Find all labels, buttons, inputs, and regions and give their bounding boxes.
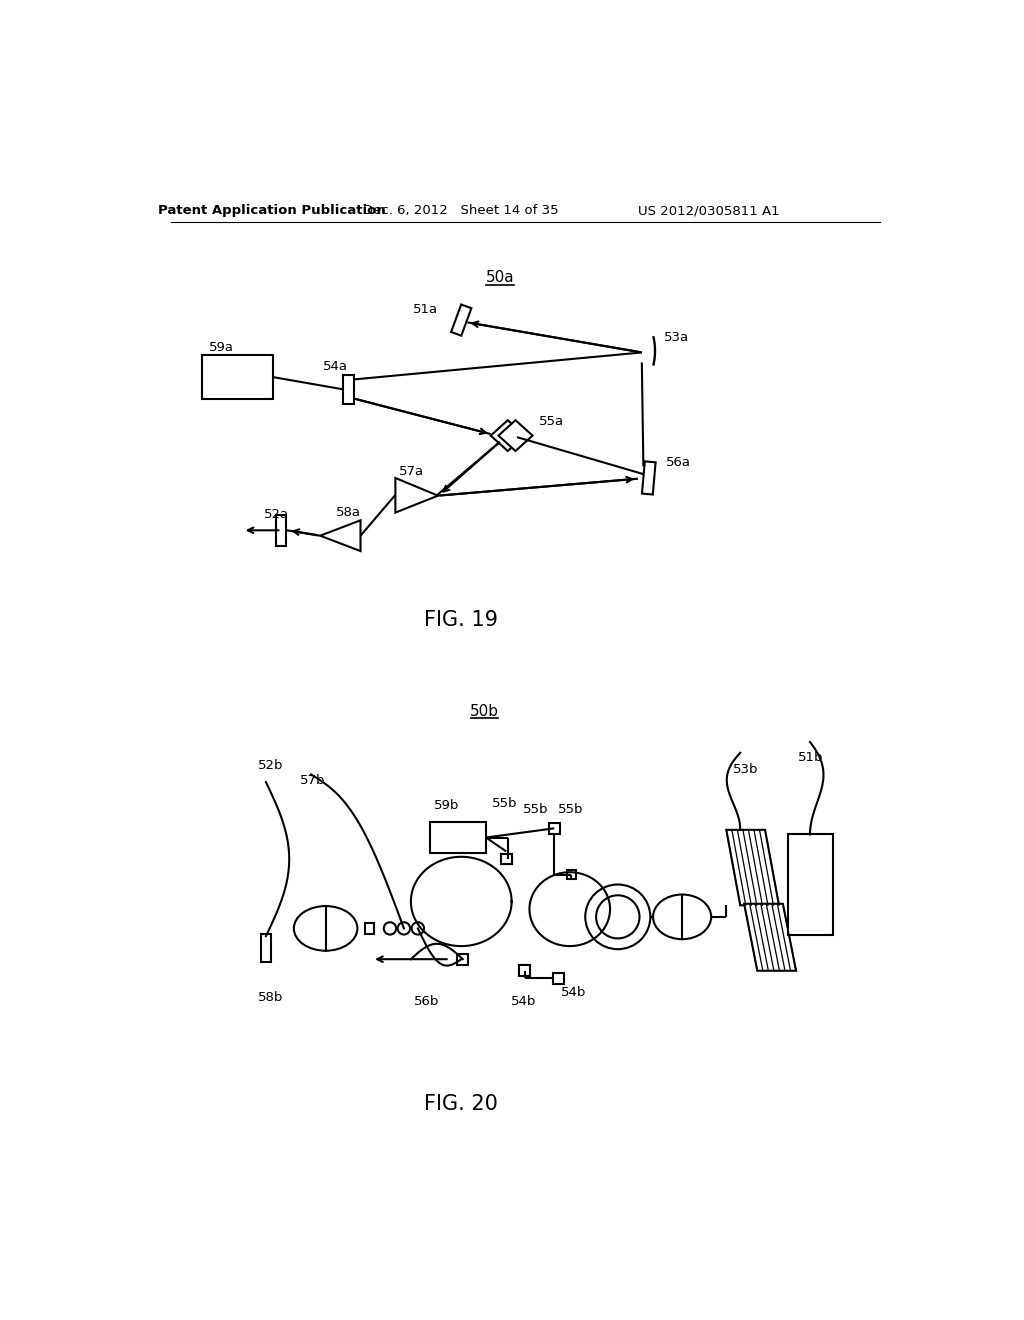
Polygon shape — [490, 420, 524, 451]
Polygon shape — [366, 923, 375, 933]
Polygon shape — [501, 854, 512, 865]
Text: US 2012/0305811 A1: US 2012/0305811 A1 — [638, 205, 780, 218]
Polygon shape — [519, 965, 530, 977]
Circle shape — [384, 923, 396, 935]
Polygon shape — [260, 933, 271, 961]
Ellipse shape — [294, 906, 357, 950]
Text: 54b: 54b — [560, 986, 586, 999]
Polygon shape — [642, 462, 655, 495]
Circle shape — [586, 884, 650, 949]
Circle shape — [397, 923, 410, 935]
Text: 55b: 55b — [493, 797, 518, 810]
Text: 56b: 56b — [414, 995, 439, 1008]
Text: 52a: 52a — [263, 508, 289, 521]
Text: 50b: 50b — [470, 704, 499, 719]
Text: Patent Application Publication: Patent Application Publication — [158, 205, 385, 218]
Text: 59b: 59b — [434, 799, 460, 812]
Polygon shape — [501, 854, 512, 865]
Polygon shape — [519, 965, 530, 977]
Ellipse shape — [653, 895, 712, 940]
Text: 56a: 56a — [666, 455, 691, 469]
Text: 51b: 51b — [799, 751, 824, 764]
Text: 51a: 51a — [413, 302, 438, 315]
Polygon shape — [343, 375, 354, 404]
Text: 57a: 57a — [399, 465, 424, 478]
Text: 55b: 55b — [523, 803, 549, 816]
Polygon shape — [499, 420, 532, 451]
Polygon shape — [744, 904, 796, 970]
Text: 59a: 59a — [209, 341, 233, 354]
Polygon shape — [276, 515, 287, 545]
Polygon shape — [726, 830, 779, 906]
Text: 53b: 53b — [732, 763, 758, 776]
Text: 52b: 52b — [258, 759, 284, 772]
Text: 54b: 54b — [511, 995, 536, 1008]
Circle shape — [596, 895, 640, 939]
Bar — [430, 822, 486, 853]
Polygon shape — [395, 478, 438, 512]
Text: 58b: 58b — [258, 991, 284, 1005]
Text: FIG. 19: FIG. 19 — [424, 610, 499, 631]
Text: 50a: 50a — [485, 271, 514, 285]
Polygon shape — [553, 973, 563, 983]
Bar — [202, 355, 273, 400]
Text: 55a: 55a — [539, 416, 564, 428]
Circle shape — [412, 923, 424, 935]
Text: FIG. 20: FIG. 20 — [424, 1094, 499, 1114]
Polygon shape — [321, 520, 360, 552]
Text: 57b: 57b — [300, 774, 326, 787]
Polygon shape — [452, 305, 471, 335]
Text: 54a: 54a — [324, 360, 348, 372]
Text: 58a: 58a — [336, 506, 361, 519]
Polygon shape — [566, 870, 575, 879]
Polygon shape — [549, 822, 560, 834]
Text: Dec. 6, 2012   Sheet 14 of 35: Dec. 6, 2012 Sheet 14 of 35 — [364, 205, 559, 218]
Polygon shape — [458, 954, 468, 965]
Text: 53a: 53a — [665, 330, 689, 343]
Text: 55b: 55b — [558, 804, 584, 816]
Bar — [788, 834, 834, 935]
